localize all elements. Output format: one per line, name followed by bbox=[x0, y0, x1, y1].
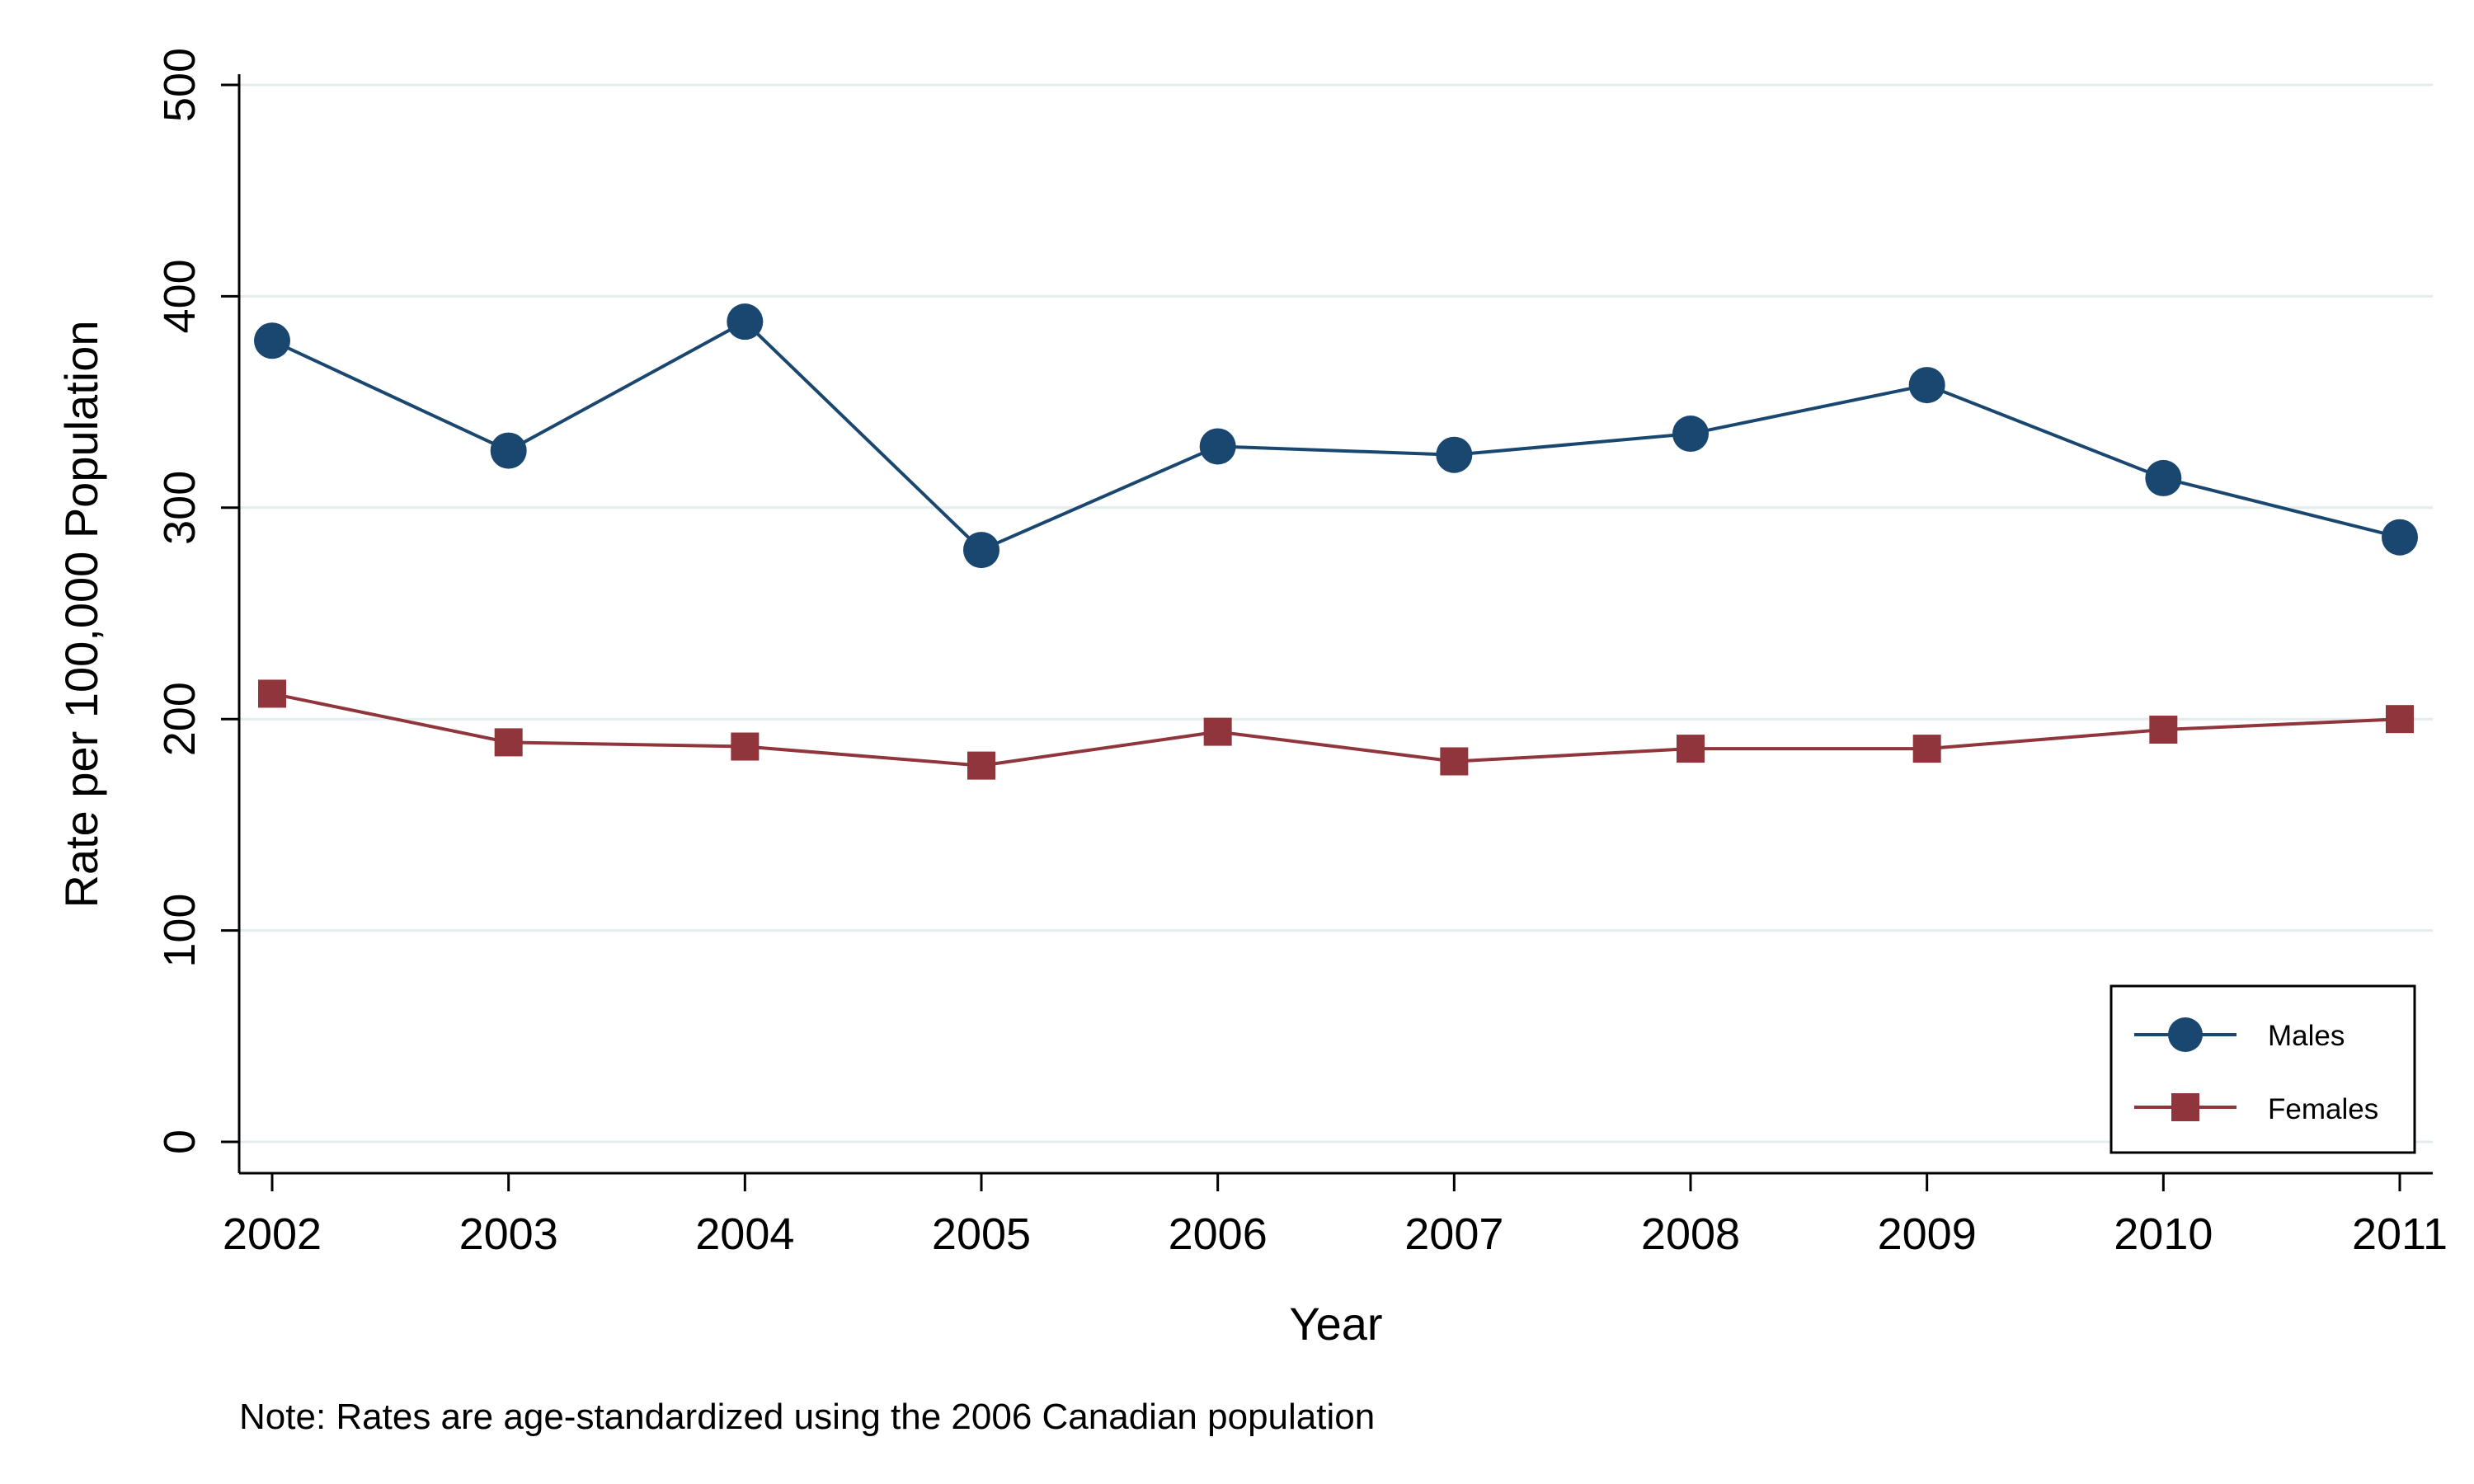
data-point-males-2006 bbox=[1199, 428, 1236, 465]
data-point-females-2002 bbox=[258, 679, 286, 708]
data-point-males-2005 bbox=[963, 532, 999, 569]
data-point-females-2005 bbox=[967, 751, 995, 780]
data-point-females-2010 bbox=[2149, 716, 2178, 744]
x-tick-label-2006: 2006 bbox=[1169, 1209, 1268, 1259]
data-point-males-2011 bbox=[2382, 519, 2418, 556]
legend-females-marker bbox=[2171, 1093, 2199, 1121]
data-point-males-2007 bbox=[1436, 436, 1473, 473]
data-point-females-2003 bbox=[494, 728, 523, 757]
y-tick-label-200: 200 bbox=[155, 682, 205, 756]
series-males bbox=[254, 303, 2418, 569]
legend-males-label: Males bbox=[2268, 1020, 2345, 1052]
series-line-males bbox=[271, 320, 2401, 552]
data-point-males-2004 bbox=[727, 303, 764, 340]
data-point-males-2009 bbox=[1908, 367, 1945, 404]
x-tick-label-2011: 2011 bbox=[2352, 1209, 2448, 1259]
x-tick-label-2003: 2003 bbox=[459, 1209, 558, 1259]
x-tick-label-2009: 2009 bbox=[1878, 1209, 1977, 1259]
x-tick-label-2010: 2010 bbox=[2114, 1209, 2213, 1259]
data-point-males-2002 bbox=[254, 322, 290, 359]
legend: Males Females bbox=[2109, 984, 2416, 1154]
series-layer bbox=[254, 303, 2418, 780]
y-axis-ticks: 0 100 200 300 400 500 bbox=[155, 48, 239, 1154]
x-tick-label-2002: 2002 bbox=[223, 1209, 322, 1259]
x-axis-ticks: 2002 2003 2004 2005 2006 2007 2008 2009 2010 2011 bbox=[223, 1173, 2448, 1259]
y-tick-label-400: 400 bbox=[155, 259, 205, 333]
y-axis-label: Rate per 100,000 Population bbox=[55, 321, 107, 909]
y-tick-label-500: 500 bbox=[155, 48, 205, 122]
x-axis-label: Year bbox=[1289, 1298, 1382, 1350]
data-point-females-2004 bbox=[731, 732, 760, 761]
data-point-females-2006 bbox=[1203, 717, 1232, 746]
legend-males-marker bbox=[2168, 1017, 2203, 1052]
x-tick-label-2007: 2007 bbox=[1404, 1209, 1503, 1259]
gridlines bbox=[239, 83, 2433, 1144]
y-tick-label-0: 0 bbox=[155, 1129, 205, 1154]
data-point-females-2011 bbox=[2386, 705, 2414, 734]
data-point-females-2009 bbox=[1912, 735, 1941, 763]
chart-note: Note: Rates are age-standardized using t… bbox=[239, 1397, 1375, 1437]
data-point-males-2010 bbox=[2145, 459, 2182, 496]
y-tick-label-300: 300 bbox=[155, 471, 205, 545]
series-females bbox=[258, 679, 2414, 780]
data-point-females-2008 bbox=[1677, 735, 1705, 763]
y-tick-label-100: 100 bbox=[155, 894, 205, 968]
data-point-males-2008 bbox=[1672, 416, 1709, 453]
legend-box bbox=[2109, 984, 2416, 1154]
legend-females-label: Females bbox=[2268, 1093, 2378, 1125]
data-point-females-2007 bbox=[1440, 747, 1469, 776]
x-tick-label-2005: 2005 bbox=[932, 1209, 1031, 1259]
x-tick-label-2008: 2008 bbox=[1641, 1209, 1740, 1259]
series-line-females bbox=[271, 692, 2401, 768]
x-tick-label-2004: 2004 bbox=[695, 1209, 794, 1259]
data-point-males-2003 bbox=[490, 432, 527, 469]
